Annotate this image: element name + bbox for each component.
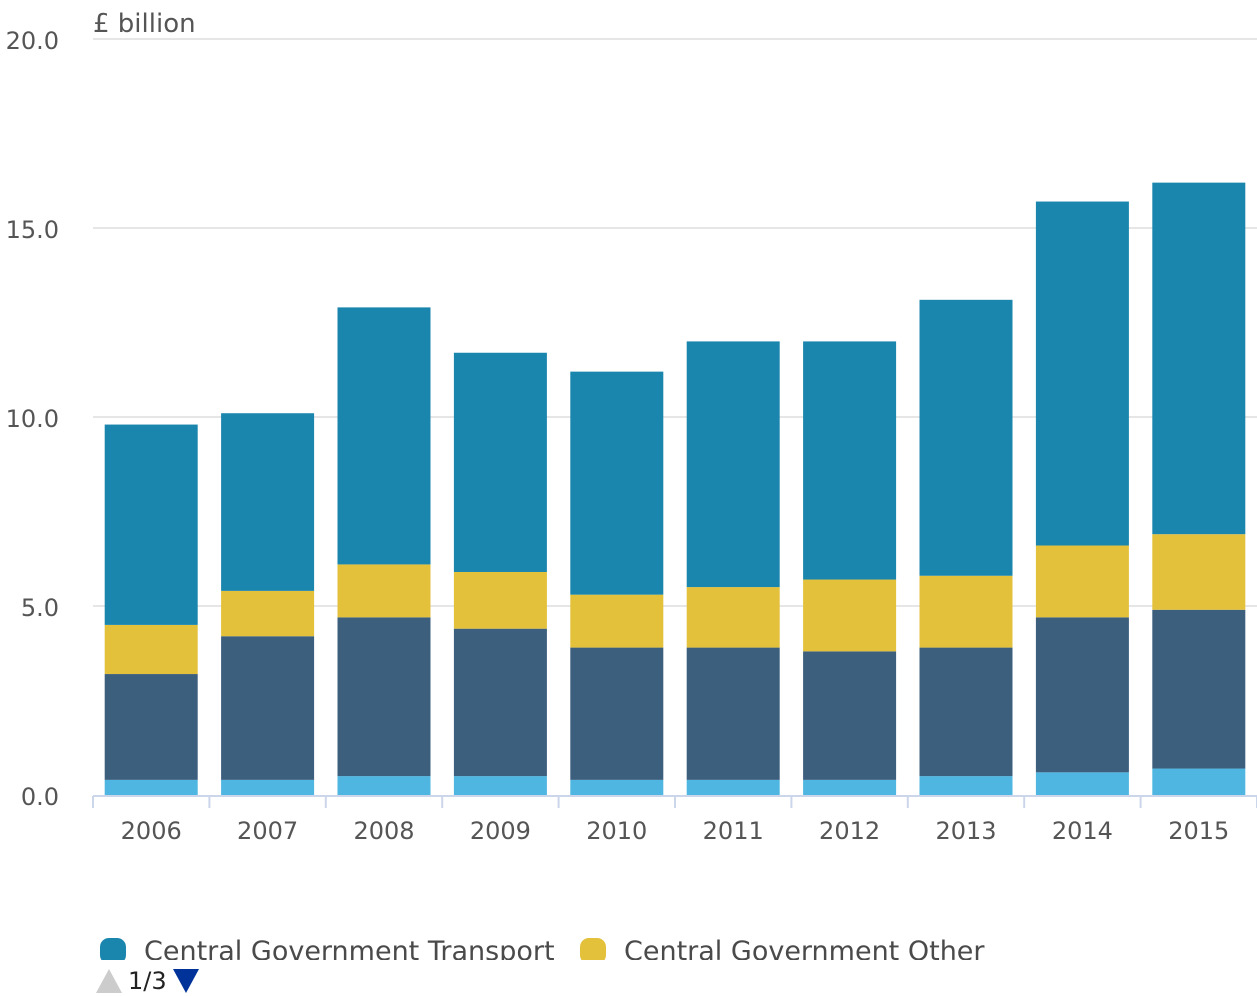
x-tick-label: 2011 — [703, 817, 764, 845]
pager-text: 1/3 — [128, 967, 167, 995]
x-tick-label: 2015 — [1168, 817, 1229, 845]
bar-segment[interactable] — [104, 779, 198, 795]
bar-segment[interactable] — [803, 341, 897, 580]
bar-segment[interactable] — [337, 776, 431, 795]
bar-segment[interactable] — [1035, 617, 1129, 773]
y-tick-label: 10.0 — [6, 405, 59, 433]
bar-segment[interactable] — [686, 779, 780, 795]
x-tick-label: 2010 — [586, 817, 647, 845]
y-tick-label: 0.0 — [21, 783, 59, 811]
y-tick-label: 5.0 — [21, 594, 59, 622]
chart-area: 0.0 5.0 10.0 15.0 20.0 £ billion 2006 2007 2008 2… — [6, 9, 1257, 845]
x-tick-label: 2007 — [237, 817, 298, 845]
bar-segment[interactable] — [1035, 201, 1129, 546]
legend: Central Government Transport Central Gov… — [100, 934, 1100, 960]
bar-segment[interactable] — [919, 776, 1013, 795]
x-tick-label: 2009 — [470, 817, 531, 845]
bar-segment[interactable] — [1152, 609, 1246, 769]
legend-item-central-government-other[interactable]: Central Government Other — [580, 934, 985, 960]
bar-segment[interactable] — [919, 647, 1013, 777]
bar-segment[interactable] — [570, 594, 664, 648]
legend-label: Central Government Other — [624, 936, 985, 960]
y-axis-label: £ billion — [93, 9, 196, 39]
bar-segment[interactable] — [1152, 768, 1246, 795]
bar-segment[interactable] — [1152, 534, 1246, 610]
bar-segment[interactable] — [104, 674, 198, 780]
bar-segment[interactable] — [221, 413, 315, 591]
legend-swatch-other — [580, 938, 606, 960]
legend-label: Central Government Transport — [144, 936, 555, 960]
stacked-bar-chart: 0.0 5.0 10.0 15.0 20.0 £ billion 2006 2007 2008 2… — [6, 9, 1257, 845]
bar-segment[interactable] — [686, 341, 780, 588]
bar-segment[interactable] — [104, 624, 198, 675]
bar-segment[interactable] — [686, 587, 780, 648]
y-tick-label: 20.0 — [6, 27, 59, 55]
bar-segment[interactable] — [570, 371, 664, 595]
bar-segment[interactable] — [337, 564, 431, 618]
x-tick-label: 2012 — [819, 817, 880, 845]
bar-segment[interactable] — [221, 779, 315, 795]
bar-segment[interactable] — [686, 647, 780, 780]
x-tick-label: 2014 — [1052, 817, 1113, 845]
x-tick-label: 2013 — [935, 817, 996, 845]
legend-swatch-transport — [100, 938, 126, 960]
bar-segment[interactable] — [570, 647, 664, 780]
x-tick-label: 2008 — [353, 817, 414, 845]
bar-segment[interactable] — [221, 590, 315, 637]
y-tick-label: 15.0 — [6, 216, 59, 244]
legend-pager: 1/3 — [96, 966, 199, 996]
bar-segment[interactable] — [453, 628, 547, 777]
legend-item-central-government-transport[interactable]: Central Government Transport — [100, 934, 555, 960]
bar-segment[interactable] — [337, 617, 431, 777]
pager-up-arrow-icon[interactable] — [96, 969, 122, 993]
bar-segment[interactable] — [570, 779, 664, 795]
bar-segment[interactable] — [1035, 545, 1129, 618]
x-tick-label: 2006 — [121, 817, 182, 845]
bar-segment[interactable] — [1035, 772, 1129, 795]
bar-segment[interactable] — [803, 651, 897, 780]
bar-segment[interactable] — [919, 575, 1013, 648]
bar-segment[interactable] — [453, 352, 547, 572]
bar-segment[interactable] — [221, 636, 315, 780]
pager-down-arrow-icon[interactable] — [172, 969, 199, 993]
bar-segment[interactable] — [453, 776, 547, 795]
bar-segment[interactable] — [803, 779, 897, 795]
bar-segment[interactable] — [919, 299, 1013, 576]
bar-segment[interactable] — [104, 424, 198, 625]
bar-segment[interactable] — [453, 571, 547, 629]
bar-segment[interactable] — [337, 307, 431, 565]
bar-segment[interactable] — [803, 579, 897, 652]
bar-segment[interactable] — [1152, 182, 1246, 535]
